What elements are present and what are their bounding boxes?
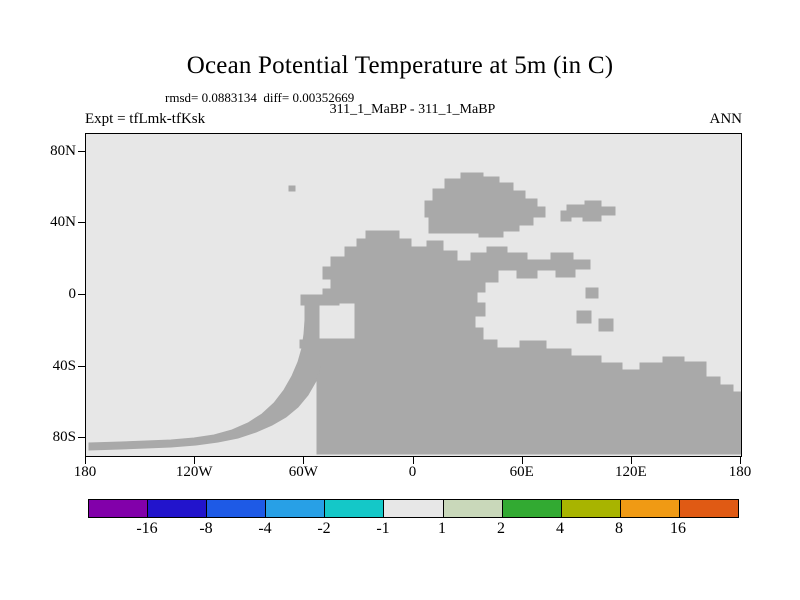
- land-polygon: [424, 172, 546, 238]
- colorbar-segment: [89, 500, 149, 517]
- land-polygon: [288, 185, 296, 192]
- x-tick: [194, 457, 196, 464]
- colorbar-level-label: -4: [258, 520, 272, 537]
- land-polygon: [585, 287, 599, 299]
- experiment-label: Expt = tfLmk-tfKsk: [85, 111, 206, 127]
- colorbar-segment: [384, 500, 444, 517]
- x-tick: [303, 457, 305, 464]
- colorbar-level-label: 4: [556, 520, 564, 537]
- colorbar: [88, 499, 739, 518]
- colorbar-segment: [443, 500, 503, 517]
- colorbar-segment: [561, 500, 621, 517]
- comparison-label: 311_1_MaBP - 311_1_MaBP: [329, 102, 496, 117]
- colorbar-segment: [266, 500, 326, 517]
- x-tick: [412, 457, 414, 464]
- y-tick: [78, 222, 85, 224]
- colorbar-level-label: 1: [438, 520, 446, 537]
- colorbar-level-label: -8: [199, 520, 213, 537]
- y-tick-label: 80N: [50, 142, 76, 159]
- y-tick-label: 80S: [52, 429, 76, 446]
- colorbar-segment: [679, 500, 739, 517]
- colorbar-segment: [620, 500, 680, 517]
- colorbar-level-label: 8: [615, 520, 623, 537]
- land-polygon: [560, 200, 616, 222]
- y-tick: [78, 365, 85, 367]
- land-polygon: [88, 294, 359, 451]
- x-tick-label: 120E: [614, 464, 647, 480]
- land-polygon: [576, 310, 592, 324]
- land-polygon: [299, 230, 741, 455]
- colorbar-segment: [148, 500, 208, 517]
- x-tick: [740, 457, 741, 464]
- y-tick: [78, 437, 85, 439]
- colorbar-segment: [207, 500, 267, 517]
- map-canvas: [88, 172, 741, 455]
- x-tick: [630, 457, 632, 464]
- x-tick-label: 120W: [175, 464, 213, 480]
- land-polygon: [598, 318, 614, 332]
- colorbar-level-label: -1: [376, 520, 390, 537]
- x-tick-label: 180: [728, 464, 752, 480]
- colorbar-level-label: 2: [497, 520, 505, 537]
- subheader-row: Expt = tfLmk-tfKsk ANN: [85, 111, 742, 128]
- figure-title: Ocean Potential Temperature at 5m (in C): [186, 52, 614, 79]
- x-tick-label: 0: [408, 464, 417, 480]
- x-tick-label: 180: [73, 464, 97, 480]
- map-plot: [85, 133, 742, 457]
- colorbar-segment: [502, 500, 562, 517]
- colorbar-segment: [325, 500, 385, 517]
- y-tick: [78, 150, 85, 152]
- x-tick-label: 60E: [509, 464, 534, 480]
- stats-line: rmsd= 0.0883134 diff= 0.00352669: [165, 90, 355, 105]
- colorbar-level-label: 16: [670, 520, 686, 537]
- x-tick: [521, 457, 523, 464]
- colorbar-level-label: -16: [136, 520, 158, 537]
- y-tick-label: 40N: [50, 214, 76, 231]
- colorbar-level-label: -2: [317, 520, 331, 537]
- season-label: ANN: [709, 111, 743, 127]
- y-tick-label: 0: [68, 286, 77, 302]
- y-tick-label: 40S: [52, 357, 76, 374]
- x-tick-label: 60W: [288, 464, 318, 480]
- y-tick: [78, 294, 85, 295]
- x-tick: [85, 457, 86, 464]
